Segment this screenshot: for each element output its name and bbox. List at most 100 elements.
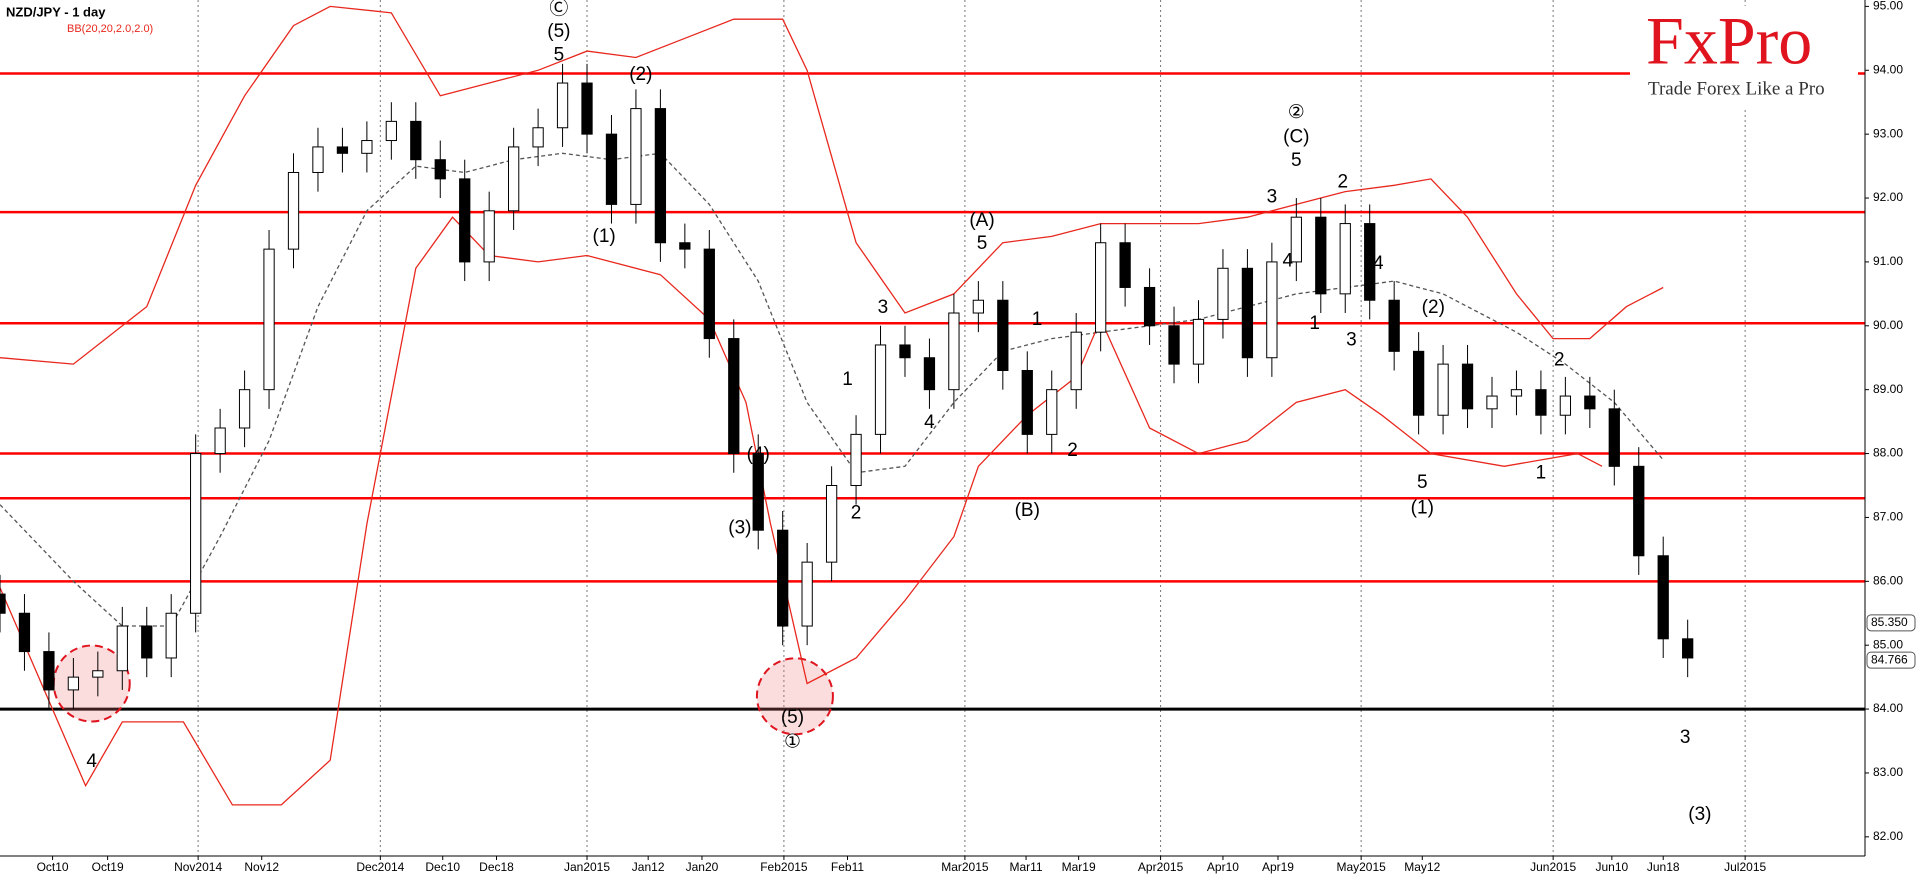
x-tick-label: Jan20 — [686, 860, 719, 874]
candle-body — [801, 561, 813, 627]
x-tick-label: Feb11 — [831, 860, 864, 874]
x-tick-label: Oct10 — [37, 860, 69, 874]
candle-body — [1633, 465, 1645, 557]
x-tick-label: Oct19 — [92, 860, 124, 874]
candle-body — [777, 529, 789, 627]
wave-label: (4) — [747, 444, 770, 465]
candle-body — [1339, 223, 1351, 295]
wave-label: 5 — [1291, 150, 1302, 171]
candle-body — [508, 146, 520, 212]
y-tick-label: 94.00 — [1873, 62, 1903, 76]
candle-body — [214, 427, 226, 455]
wave-label: ② — [1288, 102, 1305, 123]
wave-label: 2 — [1338, 172, 1349, 193]
wave-label: ① — [784, 731, 801, 752]
candle-body — [1682, 638, 1694, 659]
x-tick-label: Jul2015 — [1724, 860, 1766, 874]
x-tick-label: Jan12 — [632, 860, 665, 874]
x-tick-label: Apr10 — [1207, 860, 1239, 874]
wave-label: 2 — [851, 503, 862, 524]
candle-body — [972, 299, 984, 314]
wave-label: 4 — [1282, 250, 1293, 271]
plot-area: Ⓒ(5)5(2)(1)4(4)(3)(5)①3142(A)512(B)②(C)5… — [0, 0, 1865, 856]
wave-label: 2 — [1554, 349, 1565, 370]
wave-label: 4 — [924, 412, 935, 433]
wave-label: (5) — [781, 707, 804, 728]
y-tick-label: 86.00 — [1873, 573, 1903, 587]
candle-body — [850, 433, 862, 486]
candle-body — [434, 159, 446, 180]
candle-body — [312, 146, 324, 173]
wave-label: 3 — [878, 297, 889, 318]
wave-label: (3) — [728, 517, 751, 538]
wave-label: (1) — [593, 226, 616, 247]
candle-body — [287, 171, 300, 250]
candle-body — [1021, 370, 1033, 435]
candle-body — [1070, 331, 1082, 391]
candle-body — [141, 625, 153, 659]
candle-body — [874, 344, 887, 435]
candle-body — [1461, 363, 1474, 410]
candle-body — [361, 140, 373, 154]
candle-body — [18, 612, 31, 653]
x-tick-label: Mar11 — [1009, 860, 1042, 874]
candle-body — [728, 338, 740, 455]
candle-body — [948, 312, 960, 391]
candle-body — [1412, 350, 1425, 416]
y-tick-label: 95.00 — [1873, 0, 1903, 13]
bollinger-upper — [0, 5, 1664, 365]
x-tick-label: Dec10 — [425, 860, 460, 874]
candle-body — [899, 344, 911, 359]
wave-label: 1 — [1309, 313, 1320, 334]
candle-body — [997, 299, 1009, 372]
wave-label: 3 — [1267, 186, 1278, 207]
candle-body — [1388, 299, 1400, 352]
x-tick-label: Nov12 — [244, 860, 279, 874]
price-marker-label: 84.766 — [1871, 652, 1908, 666]
candle-body — [1266, 261, 1278, 359]
candle-body — [92, 670, 104, 678]
candle-body — [1559, 395, 1572, 416]
candle-body — [581, 82, 593, 135]
price-marker-label: 85.350 — [1871, 615, 1908, 629]
wave-label: 4 — [86, 751, 97, 772]
x-tick-label: May12 — [1404, 860, 1440, 874]
candle-body — [752, 453, 764, 531]
candle-body — [116, 625, 128, 672]
candle-body — [703, 248, 715, 340]
candle-body — [1143, 286, 1156, 327]
y-tick-label: 92.00 — [1873, 190, 1903, 204]
y-tick-label: 87.00 — [1873, 510, 1903, 524]
candle-body — [1241, 267, 1254, 359]
wave-label: 2 — [1067, 440, 1078, 461]
bollinger-lower — [0, 216, 1603, 806]
candle-body — [1217, 267, 1229, 320]
indicator-label: BB(20,20,2.0,2.0) — [67, 23, 153, 35]
wave-label: Ⓒ — [549, 0, 568, 19]
x-tick-label: Dec2014 — [356, 860, 404, 874]
candle-body — [385, 120, 397, 142]
wave-label: 1 — [1032, 309, 1043, 330]
candle-body — [238, 389, 251, 429]
candle-body — [1290, 216, 1302, 263]
candle-body — [1535, 389, 1547, 416]
x-tick-label: Dec18 — [479, 860, 514, 874]
y-tick-label: 93.00 — [1873, 126, 1903, 140]
x-tick-label: Mar19 — [1062, 860, 1096, 874]
wave-label: 4 — [1373, 253, 1384, 274]
candle-body — [1486, 395, 1498, 410]
candle-body — [605, 133, 618, 205]
logo-tagline: Trade Forex Like a Pro — [1648, 78, 1825, 99]
candle-body — [654, 108, 667, 244]
logo: FxPro — [1646, 3, 1812, 79]
candle-body — [1584, 395, 1596, 410]
x-tick-label: Mar2015 — [941, 860, 989, 874]
candle-body — [679, 242, 691, 250]
wave-label: 5 — [977, 233, 988, 254]
x-tick-label: May2015 — [1336, 860, 1386, 874]
candle-body — [630, 108, 642, 205]
price-marker-box — [1866, 614, 1916, 632]
y-tick-label: 91.00 — [1873, 254, 1903, 268]
